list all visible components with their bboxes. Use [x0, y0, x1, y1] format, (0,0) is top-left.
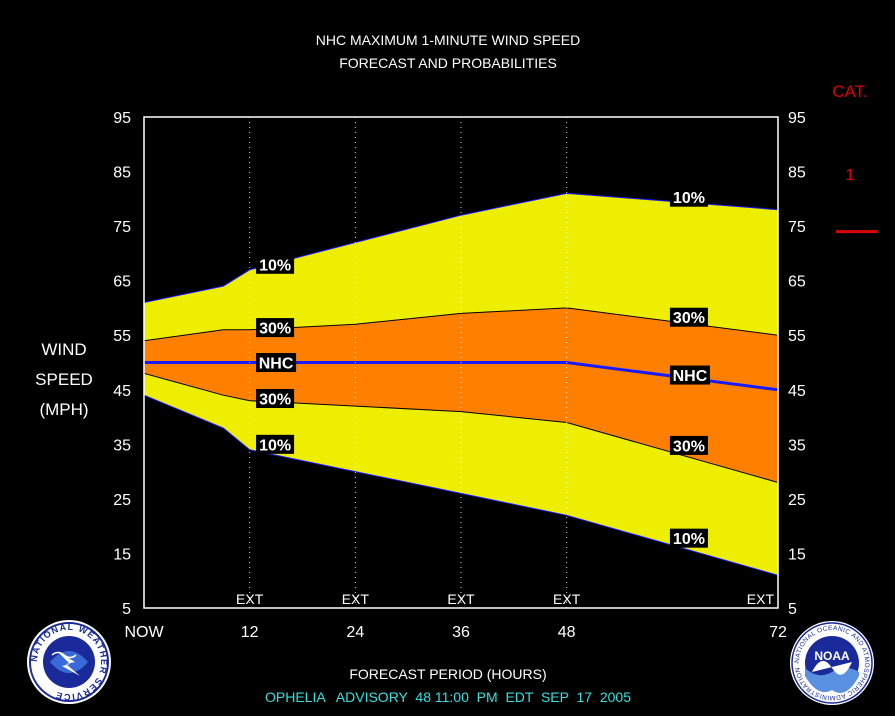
band-label-box — [256, 353, 297, 372]
chart-title-line2: FORECAST AND PROBABILITIES — [339, 55, 557, 71]
probability-label: 10% — [673, 531, 705, 548]
y-tick-label-left: 95 — [113, 110, 131, 127]
y-tick-label-left: 45 — [113, 383, 131, 400]
y-tick-label-left: 5 — [122, 601, 131, 618]
x-tick-label: 36 — [452, 624, 470, 641]
y-tick-label-left: 25 — [113, 492, 131, 509]
ext-marker-label: EXT — [342, 591, 370, 607]
probability-label: 10% — [259, 437, 291, 454]
category-value: 1 — [846, 167, 855, 184]
plot-frame — [143, 116, 779, 609]
band-label-box — [669, 187, 708, 207]
probability-label: 30% — [259, 392, 291, 409]
x-axis-label: FORECAST PERIOD (HOURS) — [349, 666, 546, 682]
nhc-line-label: NHC — [673, 368, 708, 385]
noaa-logo-text: NOAA — [814, 649, 850, 663]
y-tick-label-right: 65 — [788, 274, 806, 291]
probability-label: 30% — [259, 321, 291, 338]
y-tick-label-right: 55 — [788, 328, 806, 345]
y-tick-label-right: 25 — [788, 492, 806, 509]
nhc-line-label: NHC — [259, 356, 294, 373]
y-tick-label-right: 45 — [788, 383, 806, 400]
advisory-text: OPHELIA ADVISORY 48 11:00 PM EDT SEP 17 … — [265, 689, 631, 705]
band-label-box — [669, 365, 710, 385]
y-tick-label-left: 65 — [113, 274, 131, 291]
y-tick-label-left: 55 — [113, 328, 131, 345]
ext-marker-label: EXT — [747, 591, 775, 607]
category-header: CAT. — [832, 82, 868, 101]
probability-label: 10% — [259, 257, 291, 274]
probability-label: 30% — [673, 438, 705, 455]
ext-marker-label: EXT — [447, 591, 475, 607]
y-tick-label-right: 95 — [788, 110, 806, 127]
x-tick-label: NOW — [124, 624, 164, 641]
band-label-box — [669, 435, 708, 455]
y-tick-label-right: 75 — [788, 219, 806, 236]
y-tick-label-left: 15 — [113, 546, 131, 563]
probability-label: 30% — [673, 310, 705, 327]
lightning-icon — [58, 652, 80, 676]
band-label-box — [256, 254, 295, 274]
ext-marker-label: EXT — [553, 591, 581, 607]
y-tick-label-right: 35 — [788, 437, 806, 454]
band-label-box — [256, 389, 295, 409]
y-axis-label-line2: SPEED — [35, 370, 93, 389]
y-tick-label-left: 75 — [113, 219, 131, 236]
band-label-box — [669, 307, 708, 327]
chart-title-line1: NHC MAXIMUM 1-MINUTE WIND SPEED — [316, 32, 580, 48]
y-tick-label-right: 85 — [788, 165, 806, 182]
probability-label: 10% — [673, 190, 705, 207]
ext-marker-label: EXT — [236, 591, 264, 607]
band-edge-10pct-lower — [144, 394, 778, 576]
y-axis-label-line1: WIND — [41, 340, 86, 359]
x-tick-label: 48 — [558, 624, 576, 641]
x-tick-label: 12 — [241, 624, 259, 641]
y-tick-label-right: 5 — [788, 601, 797, 618]
y-tick-label-right: 15 — [788, 546, 806, 563]
band-label-box — [256, 434, 295, 454]
y-tick-label-left: 35 — [113, 437, 131, 454]
band-label-box — [669, 528, 708, 548]
nws-logo: NATIONAL WEATHER SERVICE — [27, 620, 111, 704]
y-axis-label-line3: (MPH) — [39, 400, 88, 419]
x-tick-label: 72 — [769, 624, 787, 641]
x-tick-label: 24 — [346, 624, 364, 641]
probability-band-30pct — [144, 307, 778, 483]
band-label-box — [256, 318, 295, 338]
y-tick-label-left: 85 — [113, 165, 131, 182]
